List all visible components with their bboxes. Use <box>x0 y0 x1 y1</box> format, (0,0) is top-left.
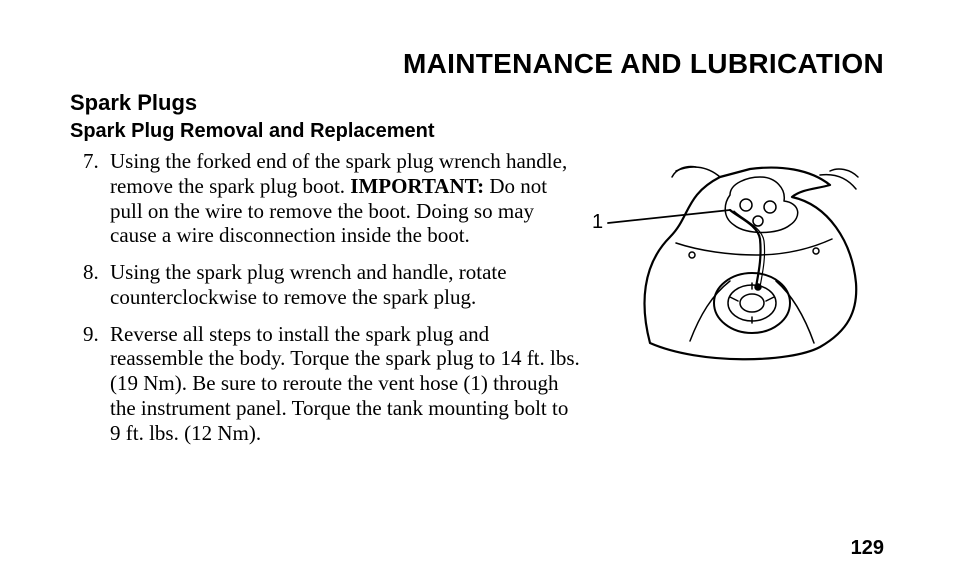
figure-column: 1 <box>580 149 884 385</box>
subsection-heading: Spark Plug Removal and Replacement <box>70 120 884 143</box>
section-heading: Spark Plugs <box>70 90 884 116</box>
step-list: Using the forked end of the spark plug w… <box>70 149 580 445</box>
page-title: MAINTENANCE AND LUBRICATION <box>70 48 884 80</box>
step-text: Using the spark plug wrench and handle, … <box>110 260 507 309</box>
step-item: Using the spark plug wrench and handle, … <box>104 260 580 310</box>
figure: 1 <box>580 155 880 385</box>
step-text: Reverse all steps to install the spark p… <box>110 322 580 445</box>
manual-page: MAINTENANCE AND LUBRICATION Spark Plugs … <box>0 0 954 588</box>
important-label: IMPORTANT: <box>350 174 484 198</box>
step-item: Using the forked end of the spark plug w… <box>104 149 580 248</box>
vent-hose-illustration <box>580 155 880 385</box>
text-column: Using the forked end of the spark plug w… <box>70 149 580 457</box>
page-number: 129 <box>851 537 884 560</box>
content-row: Using the forked end of the spark plug w… <box>70 149 884 457</box>
step-item: Reverse all steps to install the spark p… <box>104 322 580 446</box>
